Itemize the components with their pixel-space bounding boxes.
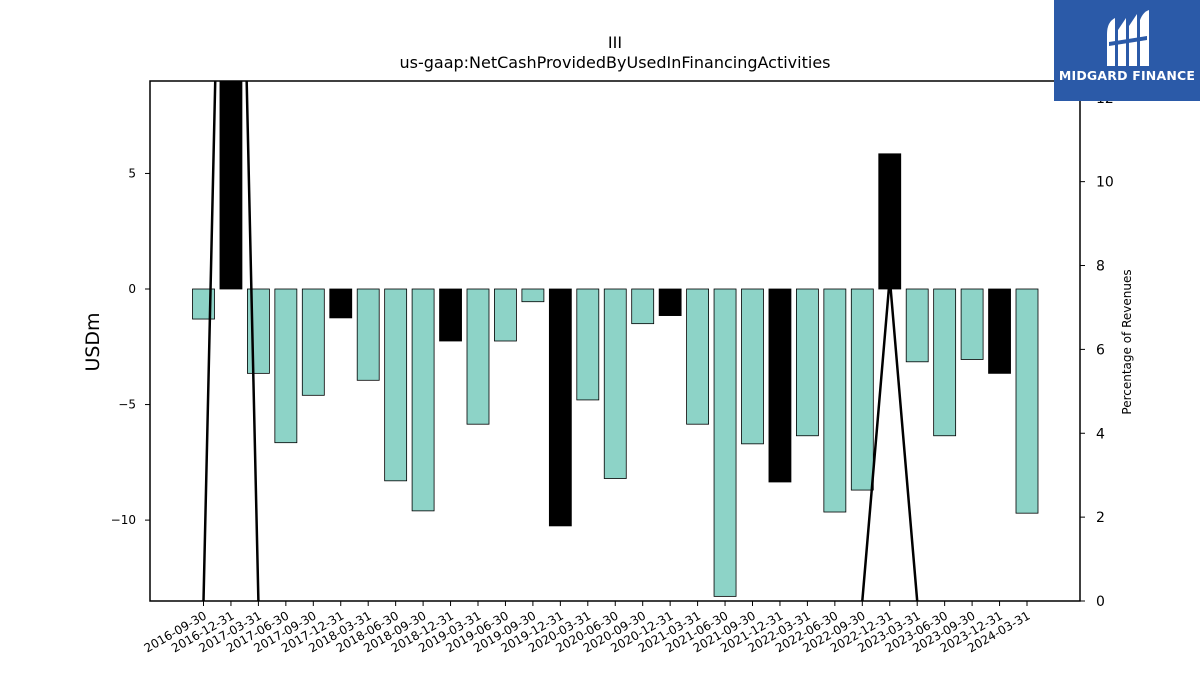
y2-tick-label: 0 (1096, 594, 1105, 610)
y2-tick-label: 10 (1096, 175, 1114, 191)
bar-2022-09-30 (850, 288, 874, 491)
logo: MIDGARD FINANCE (1054, 0, 1200, 101)
bar-2023-06-30 (933, 288, 957, 437)
bar-2020-12-31 (658, 288, 682, 316)
bar-2017-12-31 (329, 288, 353, 319)
bar-2018-09-30 (411, 288, 435, 512)
bar-2019-06-30 (494, 288, 517, 342)
bar-2022-12-31 (878, 153, 902, 290)
bar-2021-09-30 (741, 288, 764, 445)
y-tick-label: 5 (128, 166, 136, 180)
y2-tick-label: 2 (1096, 510, 1105, 526)
bar-2020-09-30 (631, 288, 655, 325)
y2-tick-label: 8 (1096, 259, 1105, 275)
midgard-logo-icon (1107, 10, 1149, 66)
bar-2017-09-30 (301, 288, 325, 396)
bar-2019-09-30 (521, 288, 545, 303)
bar-2018-12-31 (439, 288, 462, 342)
bar-2020-06-30 (603, 288, 627, 479)
bar-2023-12-31 (988, 288, 1011, 374)
bar-2022-06-30 (823, 288, 847, 513)
chart-subtitle: us-gaap:NetCashProvidedByUsedInFinancing… (399, 53, 830, 72)
bar-2017-06-30 (274, 288, 298, 444)
bar-2018-03-31 (356, 288, 380, 381)
bar-2024-03-31 (1015, 288, 1039, 514)
bar-2021-03-31 (686, 288, 709, 425)
y-tick-label: 0 (128, 282, 136, 296)
y2-axis-label: Percentage of Revenues (1120, 269, 1134, 414)
bar-2023-09-30 (960, 288, 984, 360)
logo-text: MIDGARD FINANCE (1058, 68, 1196, 83)
bar-2016-12-31 (219, 80, 243, 290)
bar-2020-03-31 (576, 288, 600, 401)
bar-2023-03-31 (905, 288, 929, 363)
y2-tick-label: 6 (1096, 342, 1105, 358)
y-tick-label: −10 (111, 513, 136, 527)
bar-2018-06-30 (384, 288, 408, 482)
bar-2021-06-30 (713, 288, 737, 597)
percentage-line-segment-1 (861, 277, 919, 601)
percentage-line-segment-0 (202, 81, 260, 601)
y-axis-label: USDm (82, 312, 104, 371)
bar-2019-12-31 (548, 288, 572, 527)
chart-title: III (608, 33, 622, 52)
bar-2022-03-31 (796, 288, 819, 437)
bar-2019-03-31 (466, 288, 490, 425)
y-tick-label: −5 (118, 398, 136, 412)
bar-2021-12-31 (768, 288, 792, 483)
y2-tick-label: 4 (1096, 426, 1105, 442)
